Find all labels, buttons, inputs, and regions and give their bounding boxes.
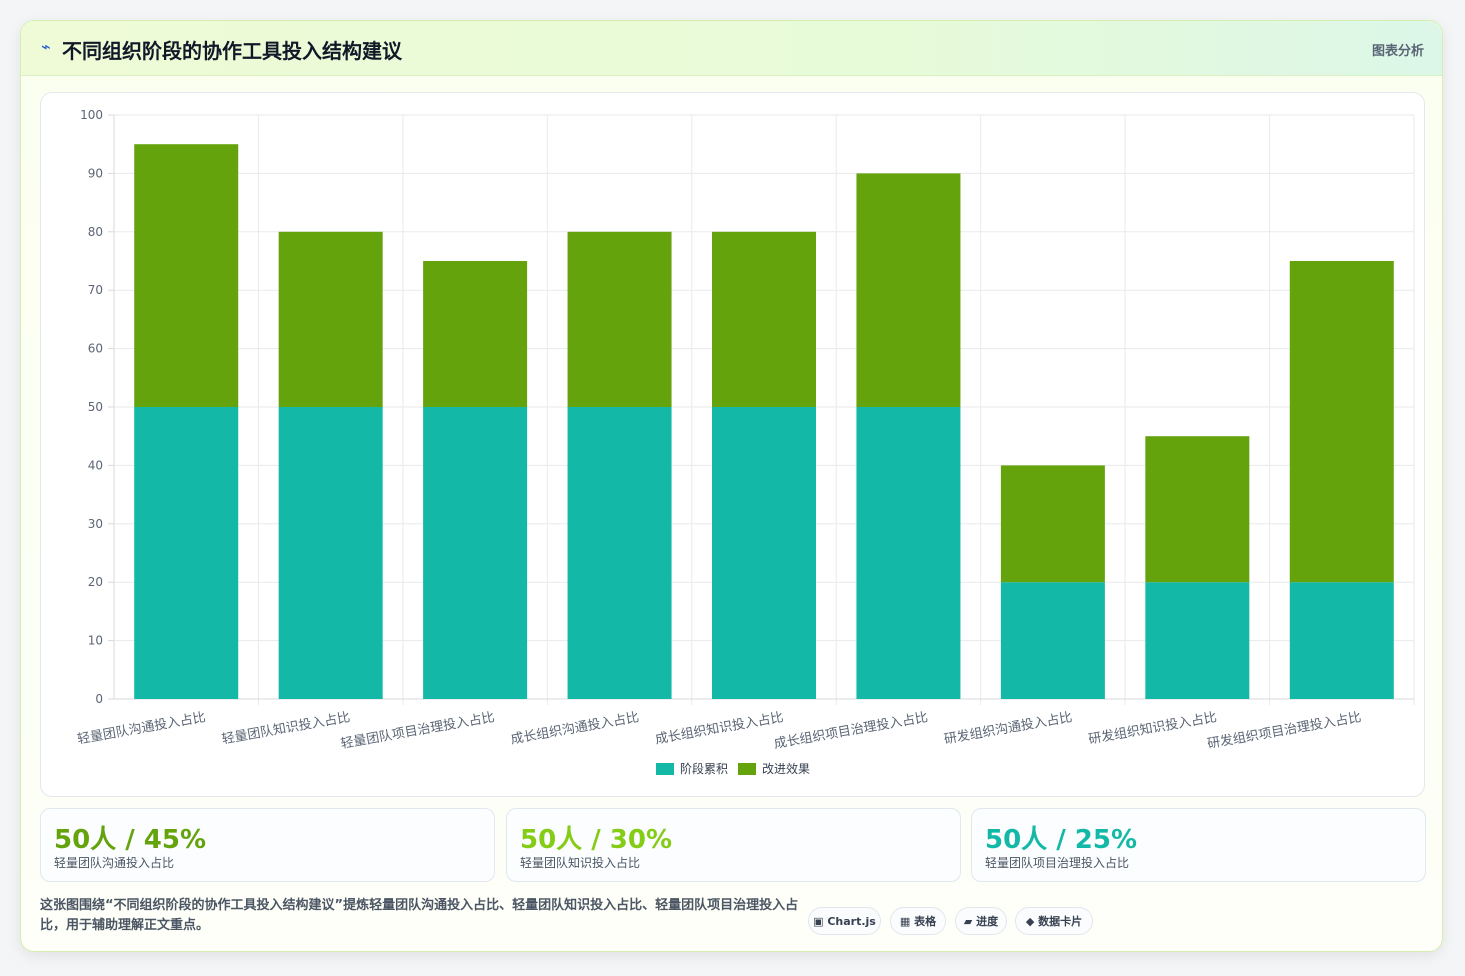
- bar-stage: [712, 407, 816, 699]
- bar-stage: [856, 407, 961, 699]
- x-tick-label: 轻量团队知识投入占比: [221, 709, 352, 747]
- x-tick-label: 研发组织知识投入占比: [1087, 709, 1218, 747]
- y-tick-label: 0: [95, 692, 103, 706]
- page-title: 不同组织阶段的协作工具投入结构建议: [62, 39, 402, 63]
- header-tag: 图表分析: [1371, 44, 1424, 59]
- stat-card-3: 50人 / 25% 轻量团队项目治理投入占比: [971, 808, 1426, 882]
- bar-stage: [423, 407, 528, 699]
- bar-improve: [712, 231, 816, 407]
- y-tick-label: 20: [88, 575, 103, 589]
- stat-card-2: 50人 / 30% 轻量团队知识投入占比: [506, 808, 961, 882]
- y-tick-label: 60: [88, 342, 103, 356]
- chart-panel: 0 10 20 30 40 50 60 70 80 90 100 轻量团队沟通投入占比 轻量团队知识投入…: [40, 92, 1425, 797]
- lightning-icon: ⌁: [41, 37, 51, 56]
- legend-label: 改进效果: [762, 761, 810, 776]
- stat-value: 50人 / 30%: [520, 825, 673, 855]
- stat-value: 50人 / 25%: [985, 825, 1138, 855]
- chip-progress[interactable]: ▰ 进度: [955, 907, 1007, 935]
- bar-stage: [1000, 582, 1105, 699]
- y-tick-label: 10: [88, 634, 103, 648]
- bar-stage: [278, 407, 383, 699]
- stat-value: 50人 / 45%: [54, 825, 207, 855]
- chip-table[interactable]: ▦ 表格: [890, 907, 946, 935]
- x-tick-label: 轻量团队项目治理投入占比: [339, 709, 495, 752]
- x-tick-label: 轻量团队沟通投入占比: [76, 709, 207, 747]
- stat-card-1: 50人 / 45% 轻量团队沟通投入占比: [40, 808, 495, 882]
- bar-improve: [1145, 436, 1250, 583]
- bar-improve: [278, 231, 383, 407]
- stat-label: 轻量团队项目治理投入占比: [985, 856, 1130, 870]
- y-tick-label: 90: [88, 166, 103, 180]
- x-tick-label: 研发组织沟通投入占比: [943, 709, 1074, 747]
- bar-improve: [1000, 465, 1105, 583]
- chip-data-card[interactable]: ◆ 数据卡片: [1015, 907, 1093, 935]
- x-tick-label: 研发组织项目治理投入占比: [1206, 709, 1362, 752]
- legend-swatch: [738, 763, 756, 775]
- y-tick-label: 80: [88, 225, 103, 239]
- stat-label: 轻量团队沟通投入占比: [54, 856, 175, 870]
- x-tick-label: 成长组织沟通投入占比: [509, 709, 640, 747]
- y-tick-label: 100: [80, 108, 103, 122]
- bar-stage: [567, 407, 672, 699]
- legend-swatch: [656, 763, 674, 775]
- card-header: ⌁ 不同组织阶段的协作工具投入结构建议 图表分析: [21, 21, 1442, 76]
- bar-stage: [1145, 582, 1250, 699]
- y-tick-label: 30: [88, 517, 103, 531]
- y-tick-label: 70: [88, 283, 103, 297]
- x-tick-label: 成长组织项目治理投入占比: [773, 709, 929, 752]
- bar-stage: [134, 407, 239, 699]
- chart-description: 这张图围绕“不同组织阶段的协作工具投入结构建议”提炼轻量团队沟通投入占比、轻量团…: [40, 898, 799, 933]
- y-tick-label: 50: [88, 400, 103, 414]
- bar-improve: [856, 173, 961, 407]
- x-tick-label: 成长组织知识投入占比: [654, 709, 785, 747]
- chip-chartjs[interactable]: ▣ Chart.js: [808, 907, 881, 935]
- bar-improve: [134, 144, 239, 407]
- y-tick-label: 40: [88, 458, 103, 472]
- legend-label: 阶段累积: [680, 761, 728, 776]
- stat-label: 轻量团队知识投入占比: [520, 856, 641, 870]
- bar-improve: [423, 261, 528, 407]
- chart-card: ⌁ 不同组织阶段的协作工具投入结构建议 图表分析 0 10 20 30 40 50 60 70…: [20, 20, 1443, 952]
- bar-improve: [567, 231, 672, 407]
- bar-stage: [1289, 582, 1394, 699]
- stacked-bar-chart: 0 10 20 30 40 50 60 70 80 90 100 轻量团队沟通投入占比 轻量团队知识投入…: [76, 108, 1415, 776]
- bar-improve: [1289, 261, 1394, 583]
